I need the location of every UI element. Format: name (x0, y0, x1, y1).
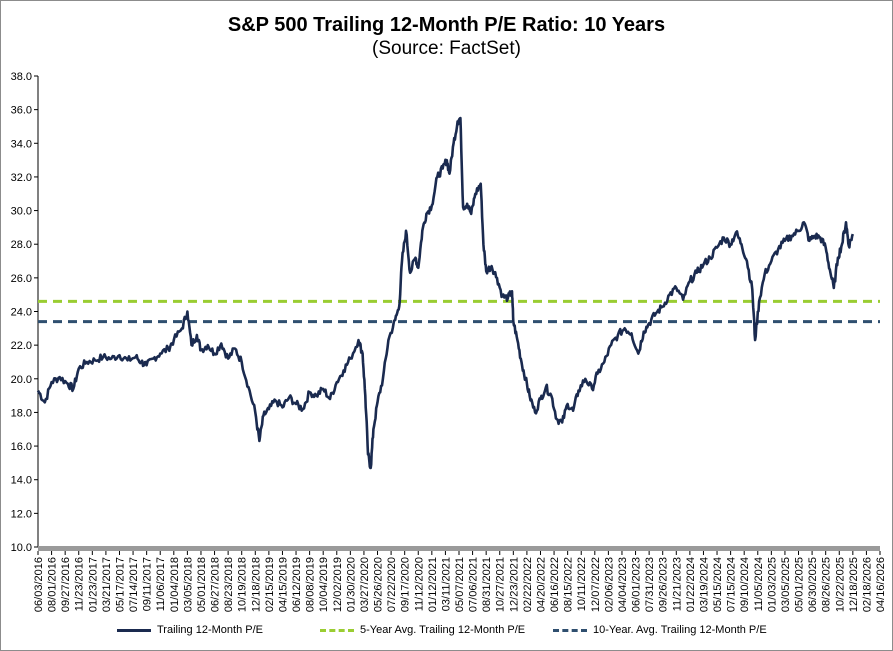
x-tick-label: 09/27/2016 (60, 557, 72, 612)
x-tick-label: 10/11/2022 (576, 557, 588, 611)
x-tick-label: 06/12/2019 (291, 557, 303, 612)
x-tick-label: 06/01/2023 (631, 557, 643, 612)
chart-title: S&P 500 Trailing 12-Month P/E Ratio: 10 … (227, 14, 666, 36)
x-tick-label: 01/03/2025 (766, 557, 778, 612)
y-tick-label: 26.0 (11, 273, 32, 285)
legend-label-5yr-avg: 5-Year Avg. Trailing 12-Month P/E (360, 624, 526, 636)
x-tick-label: 07/06/2021 (468, 557, 480, 612)
x-tick-label: 08/15/2022 (563, 557, 575, 612)
x-axis-line (38, 546, 880, 551)
x-tick-label: 11/23/2016 (74, 557, 86, 611)
x-tick-label: 06/30/2025 (807, 557, 819, 612)
x-tick-label: 01/30/2020 (345, 557, 357, 612)
y-tick-label: 28.0 (11, 239, 32, 251)
legend-label-10yr-avg: 10-Year. Avg. Trailing 12-Month P/E (593, 624, 767, 636)
x-tick-label: 05/01/2025 (794, 557, 806, 612)
x-tick-label: 09/10/2024 (739, 557, 751, 612)
trailing-pe-series-line (36, 116, 855, 470)
x-tick-label: 09/26/2023 (658, 557, 670, 612)
x-tick-label: 09/11/2017 (142, 557, 154, 611)
x-tick-label: 05/26/2020 (373, 557, 385, 612)
x-tick-label: 05/17/2017 (114, 557, 126, 612)
y-tick-label: 36.0 (11, 105, 32, 117)
x-tick-label: 10/27/2021 (495, 557, 507, 612)
x-tick-label: 07/22/2020 (386, 557, 398, 612)
x-tick-label: 08/01/2016 (47, 557, 59, 612)
x-tick-label: 01/04/2018 (169, 557, 181, 612)
x-tick-label: 05/15/2024 (712, 557, 724, 612)
x-tick-label: 11/05/2024 (753, 557, 765, 611)
x-tick-label: 11/12/2020 (413, 557, 425, 611)
x-tick-label: 01/22/2024 (685, 557, 697, 612)
x-tick-label: 08/31/2021 (481, 557, 493, 612)
x-tick-label: 03/21/2017 (101, 557, 113, 612)
legend-item-10yr-avg: 10-Year. Avg. Trailing 12-Month P/E (553, 624, 767, 636)
chart-subtitle: (Source: FactSet) (372, 38, 521, 59)
x-tick-label: 03/11/2021 (440, 557, 452, 611)
x-tick-label: 03/05/2025 (780, 557, 792, 612)
x-tick-label: 10/22/2025 (834, 557, 846, 612)
x-tick-label: 09/17/2020 (400, 557, 412, 612)
x-tick-label: 12/18/2018 (250, 557, 262, 612)
x-tick-label: 01/12/2021 (427, 557, 439, 612)
x-tick-label: 06/27/2018 (210, 557, 222, 612)
x-tick-label: 11/21/2023 (671, 557, 683, 611)
x-tick-label: 08/08/2019 (305, 557, 317, 612)
x-tick-label: 01/23/2017 (87, 557, 99, 612)
x-tick-label: 11/06/2017 (155, 557, 167, 611)
x-tick-label: 03/05/2018 (182, 557, 194, 612)
y-tick-label: 34.0 (11, 138, 32, 150)
x-tick-label: 02/15/2019 (264, 557, 276, 612)
legend-swatch-trailing-pe (117, 628, 151, 632)
x-tick-label: 05/07/2021 (454, 557, 466, 612)
y-tick-label: 30.0 (11, 206, 32, 218)
x-tick-label: 02/06/2023 (603, 557, 615, 612)
x-tick-label: 12/02/2019 (332, 557, 344, 612)
x-tick-label: 07/31/2023 (644, 557, 656, 612)
x-tick-label: 03/19/2024 (698, 557, 710, 612)
x-tick-label: 12/18/2025 (848, 557, 860, 612)
y-tick-label: 24.0 (11, 307, 32, 319)
x-tick-label: 12/07/2022 (590, 557, 602, 612)
y-tick-label: 20.0 (11, 374, 32, 386)
x-tick-label: 06/03/2016 (33, 557, 45, 612)
legend-swatch-5yr-avg (320, 628, 354, 632)
legend-item-trailing-pe: Trailing 12-Month P/E (117, 624, 263, 636)
x-tick-label: 07/15/2024 (726, 557, 738, 612)
x-tick-label: 08/26/2025 (821, 557, 833, 612)
x-tick-label: 12/23/2021 (508, 557, 520, 612)
y-tick-label: 22.0 (11, 340, 32, 352)
y-tick-label: 16.0 (11, 441, 32, 453)
x-tick-label: 04/04/2023 (617, 557, 629, 612)
x-tick-label: 06/16/2022 (549, 557, 561, 612)
y-tick-label: 12.0 (11, 508, 32, 520)
x-tick-label: 05/01/2018 (196, 557, 208, 612)
y-tick-label: 14.0 (11, 475, 32, 487)
x-tick-label: 04/15/2019 (277, 557, 289, 612)
y-tick-label: 38.0 (11, 71, 32, 83)
legend: Trailing 12-Month P/E 5-Year Avg. Traili… (0, 624, 893, 640)
x-tick-label: 07/14/2017 (128, 557, 140, 612)
x-tick-label: 04/20/2022 (535, 557, 547, 612)
x-tick-label: 02/18/2026 (861, 557, 873, 612)
y-tick-label: 32.0 (11, 172, 32, 184)
x-tick-label: 03/27/2020 (359, 557, 371, 612)
y-tick-label: 18.0 (11, 407, 32, 419)
x-tick-label: 02/22/2022 (522, 557, 534, 612)
x-tick-label: 10/04/2019 (318, 557, 330, 612)
x-tick-label: 08/23/2018 (223, 557, 235, 612)
y-tick-label: 10.0 (11, 542, 32, 554)
legend-label-trailing-pe: Trailing 12-Month P/E (157, 624, 263, 636)
x-tick-label: 04/16/2026 (875, 557, 887, 612)
legend-swatch-10yr-avg (553, 628, 587, 632)
legend-item-5yr-avg: 5-Year Avg. Trailing 12-Month P/E (320, 624, 525, 636)
x-tick-label: 10/19/2018 (237, 557, 249, 612)
